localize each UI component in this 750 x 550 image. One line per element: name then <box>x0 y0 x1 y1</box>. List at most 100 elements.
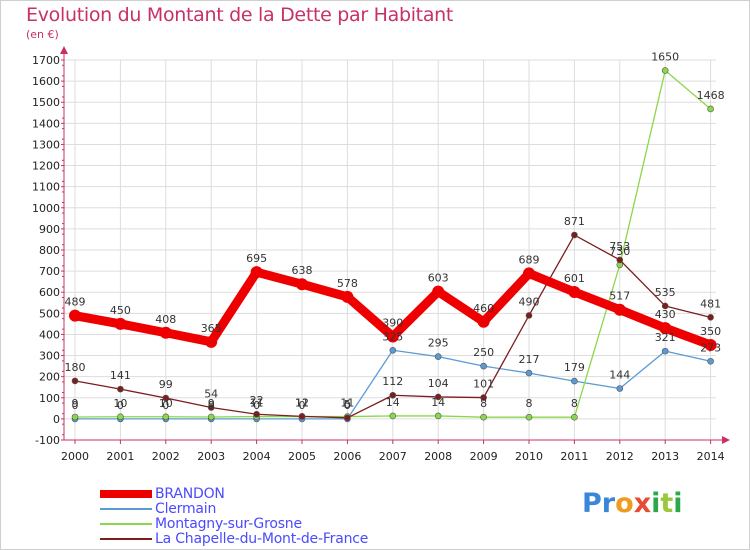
series-point-3 <box>117 385 124 393</box>
data-label-3: 481 <box>700 297 721 310</box>
x-tick-label: 2004 <box>243 450 271 463</box>
legend: BRANDON Clermain Montagny-sur-Grosne La Cha… <box>100 486 500 547</box>
x-tick-label: 2014 <box>697 450 725 463</box>
data-label-1: 0 <box>117 399 124 412</box>
data-label-2: 11 <box>340 397 354 410</box>
legend-swatch <box>100 538 152 540</box>
logo-letter: P <box>582 488 602 519</box>
series-point-3 <box>480 394 487 401</box>
y-tick-label: 900 <box>39 223 60 236</box>
data-label-1: 179 <box>564 361 585 374</box>
legend-swatch <box>100 523 152 525</box>
series-point-1 <box>434 353 442 360</box>
series-point-1 <box>661 347 669 355</box>
data-label-1: 321 <box>655 331 676 344</box>
series-point-1 <box>707 357 714 365</box>
logo-letter: x <box>633 488 652 519</box>
x-tick-label: 2011 <box>560 450 588 463</box>
y-tick-label: 300 <box>39 350 60 363</box>
series-point-0 <box>568 286 581 299</box>
data-label-2: 8 <box>480 397 487 410</box>
legend-item: Montagny-sur-Grosne <box>100 516 500 532</box>
data-label-1: 325 <box>382 330 403 343</box>
y-tick-label: 500 <box>39 307 60 320</box>
series-point-2 <box>661 67 669 74</box>
data-label-3: 871 <box>564 215 585 228</box>
series-point-0 <box>659 322 672 335</box>
data-label-3: 753 <box>609 240 630 253</box>
data-label-2: 14 <box>431 396 445 409</box>
y-tick-label: 700 <box>39 265 60 278</box>
y-tick-label: 1200 <box>32 160 60 173</box>
series-point-0 <box>159 326 172 339</box>
series-point-3 <box>525 312 533 319</box>
y-tick-label: 100 <box>39 392 60 405</box>
x-axis-arrow <box>722 436 730 444</box>
data-label-3: 180 <box>65 361 86 374</box>
data-label-1: 250 <box>473 346 494 359</box>
data-label-1: 217 <box>519 353 540 366</box>
series-point-0 <box>613 303 626 316</box>
series-point-3 <box>571 231 578 239</box>
series-point-2 <box>117 413 124 421</box>
x-tick-label: 2013 <box>651 450 679 463</box>
series-point-3 <box>71 377 79 385</box>
y-tick-label: 1300 <box>32 138 60 151</box>
data-label-3: 104 <box>428 377 449 390</box>
x-tick-label: 2000 <box>61 450 89 463</box>
x-tick-label: 2001 <box>106 450 134 463</box>
y-tick-label: 1000 <box>32 202 60 215</box>
data-label-0: 430 <box>655 308 676 321</box>
legend-label: Clermain <box>155 501 217 517</box>
series-point-2 <box>434 412 442 420</box>
data-label-0: 460 <box>473 302 494 315</box>
chart-unit-label: (en €) <box>26 28 59 41</box>
series-point-0 <box>250 266 263 279</box>
y-axis-arrow <box>60 46 68 54</box>
data-label-2: 730 <box>609 245 630 258</box>
series-point-0 <box>704 339 717 351</box>
series-point-3 <box>298 413 306 420</box>
proxiti-logo: Proxiti <box>582 488 683 519</box>
x-tick-label: 2006 <box>333 450 361 463</box>
data-label-3: 141 <box>110 369 131 382</box>
x-tick-label: 2012 <box>606 450 634 463</box>
data-label-0: 603 <box>428 272 449 285</box>
x-tick-label: 2002 <box>152 450 180 463</box>
series-point-3 <box>253 410 260 418</box>
data-label-2: 10 <box>113 397 127 410</box>
y-tick-label: 1600 <box>32 75 60 88</box>
series-point-1 <box>389 346 397 354</box>
y-tick-label: 200 <box>39 371 60 384</box>
legend-label: La Chapelle-du-Mont-de-France <box>155 531 369 547</box>
series-point-3 <box>434 393 442 401</box>
data-label-0: 390 <box>382 317 403 330</box>
legend-swatch <box>100 508 152 510</box>
logo-letter: i <box>673 488 683 519</box>
data-label-2: 9 <box>72 397 79 410</box>
data-label-0: 689 <box>519 253 540 266</box>
data-label-0: 638 <box>292 264 313 277</box>
series-point-0 <box>69 309 81 322</box>
series-point-2 <box>389 412 397 420</box>
series-point-0 <box>341 290 354 303</box>
data-label-1: 0 <box>299 399 306 412</box>
series-point-0 <box>386 330 399 343</box>
data-label-2: 8 <box>571 397 578 410</box>
series-point-3 <box>344 414 351 422</box>
series-point-2 <box>162 413 170 421</box>
data-label-1: 144 <box>609 368 630 381</box>
series-point-0 <box>432 285 445 298</box>
data-label-0: 350 <box>700 325 721 338</box>
y-tick-label: 800 <box>39 244 60 257</box>
y-tick-label: 400 <box>39 328 60 341</box>
data-label-3: 101 <box>473 378 494 391</box>
logo-letter: o <box>615 488 634 519</box>
series-point-1 <box>616 385 624 392</box>
logo-letter: i <box>651 488 661 519</box>
series-point-1 <box>571 377 578 385</box>
data-label-3: 54 <box>204 387 218 400</box>
series-point-2 <box>571 413 578 421</box>
x-tick-label: 2005 <box>288 450 316 463</box>
